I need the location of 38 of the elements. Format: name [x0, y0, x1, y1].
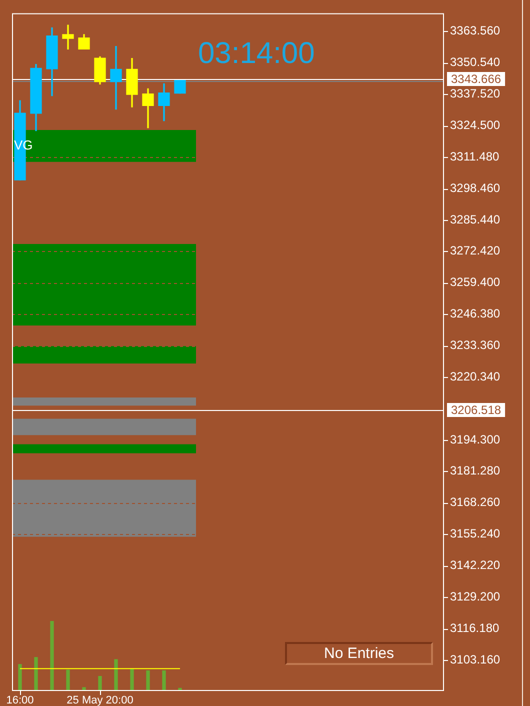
bar [130, 668, 134, 691]
annotation: No Entries [324, 645, 394, 662]
candlestick [110, 46, 122, 110]
y-tick-label: 3259.400 [450, 275, 500, 290]
y-tick-label: 3103.160 [450, 652, 500, 666]
bar [114, 659, 118, 691]
bar [50, 621, 54, 691]
y-tick-label: 3194.300 [450, 432, 500, 446]
ref-line-label: 3206.518 [451, 402, 502, 417]
y-tick-label: 3168.260 [450, 495, 500, 510]
bar [34, 657, 38, 691]
y-tick-label: 3142.220 [450, 558, 500, 572]
y-tick-label: 3116.180 [450, 620, 500, 635]
bar [18, 664, 22, 691]
y-tick-label: 3233.360 [450, 338, 500, 352]
y-tick-label: 3350.540 [450, 55, 500, 70]
y-tick-label: 3311.480 [450, 149, 500, 164]
y-tick-label: 3298.460 [450, 180, 500, 195]
bar [66, 670, 70, 691]
candlestick [62, 24, 74, 50]
y-tick-label: 3337.520 [450, 86, 500, 101]
y-tick-label: 3324.500 [450, 118, 500, 132]
y-tick-label: 3220.340 [450, 369, 500, 384]
button: No Entries [285, 642, 433, 665]
bar [146, 670, 150, 691]
y-tick-label: 3181.280 [450, 464, 500, 478]
ref-line-label: 3343.666 [451, 72, 502, 86]
bar [162, 670, 166, 691]
x-tick-label: 25 May 20:00 [66, 694, 134, 706]
bar [98, 676, 102, 691]
y-tick-label: 3363.560 [450, 24, 500, 38]
y-tick-label: 3129.200 [450, 589, 500, 604]
y-tick-label: 3155.240 [450, 526, 500, 541]
y-tick-label: 3285.440 [450, 212, 500, 226]
x-tick-label: 16:00 [6, 694, 34, 706]
y-tick-label: 3246.380 [450, 306, 500, 321]
annotation: 03:14:00 [198, 37, 315, 70]
y-tick-label: 3272.420 [450, 244, 500, 258]
